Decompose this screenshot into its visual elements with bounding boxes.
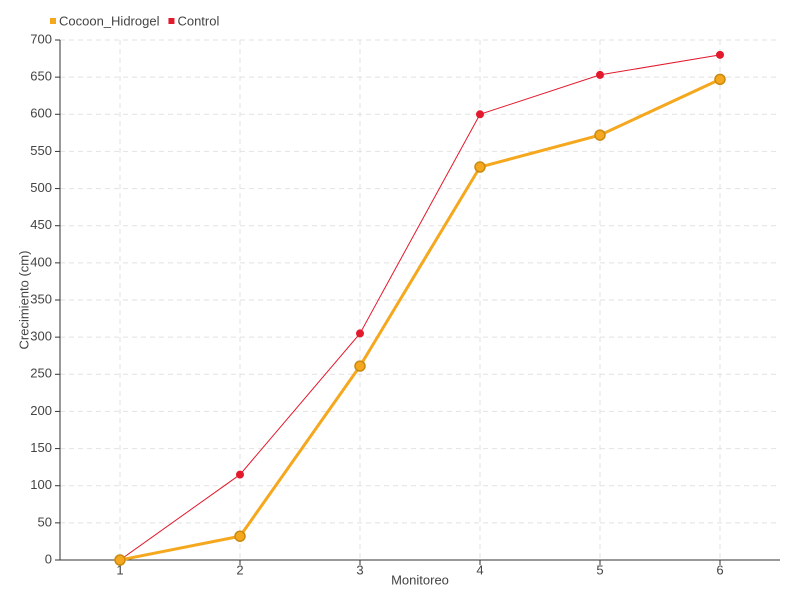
y-axis-title: Crecimiento (cm) <box>16 251 31 350</box>
y-tick-label: 350 <box>30 291 52 306</box>
y-tick-label: 550 <box>30 143 52 158</box>
legend-label: Control <box>177 13 219 28</box>
y-tick-label: 700 <box>30 31 52 46</box>
y-tick-label: 650 <box>30 69 52 84</box>
y-tick-label: 200 <box>30 403 52 418</box>
y-tick-label: 250 <box>30 366 52 381</box>
legend-swatch <box>50 18 56 24</box>
point <box>596 70 604 79</box>
point <box>354 360 366 372</box>
x-tick-label: 6 <box>716 562 723 577</box>
x-axis-title: Monitoreo <box>391 572 449 587</box>
series-line <box>119 54 721 561</box>
point <box>356 329 364 338</box>
point <box>234 530 246 542</box>
y-tick-label: 150 <box>30 440 52 455</box>
point <box>476 110 484 119</box>
legend-label: Cocoon_Hidrogel <box>59 13 160 28</box>
point <box>714 73 726 86</box>
y-tick-label: 400 <box>30 254 52 269</box>
point <box>474 161 486 173</box>
series-line <box>119 78 721 562</box>
y-tick-label: 0 <box>45 551 52 566</box>
x-tick-label: 1 <box>116 562 123 577</box>
point <box>114 554 126 566</box>
y-tick-label: 300 <box>30 329 52 344</box>
legend-swatch <box>168 18 175 24</box>
x-tick-label: 2 <box>236 562 243 577</box>
point <box>716 50 724 59</box>
y-tick-label: 600 <box>30 106 52 121</box>
y-tick-label: 500 <box>30 180 52 195</box>
y-tick-label: 50 <box>38 514 52 529</box>
point <box>236 470 244 479</box>
x-tick-label: 4 <box>476 562 483 577</box>
y-tick-label: 100 <box>30 477 52 492</box>
y-tick-label: 450 <box>30 217 52 232</box>
point <box>594 129 606 141</box>
x-tick-label: 5 <box>596 562 603 577</box>
x-tick-label: 3 <box>356 562 363 577</box>
